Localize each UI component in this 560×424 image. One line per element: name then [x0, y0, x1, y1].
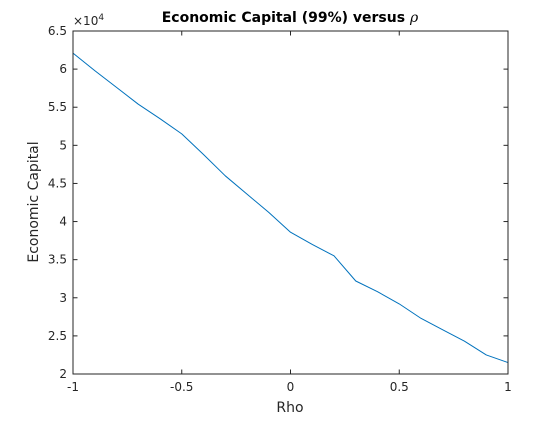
- x-axis-ticks: -1 -0.5 0 0.5 1: [67, 31, 512, 394]
- chart-title: Economic Capital (99%) versus ρ: [162, 10, 419, 26]
- y-axis-label: Economic Capital: [26, 141, 42, 262]
- plot-area: [73, 31, 508, 374]
- y-tick-label: 3.5: [48, 253, 67, 267]
- x-tick-label: 1: [504, 380, 512, 394]
- x-axis-label: Rho: [276, 400, 303, 416]
- y-exponent-base: ×10: [73, 14, 98, 28]
- y-tick-label: 5.5: [48, 100, 67, 114]
- y-tick-label: 5: [59, 138, 67, 152]
- chart-title-text: Economic Capital (99%) versus: [162, 10, 405, 26]
- x-tick-label: 0: [287, 380, 295, 394]
- x-tick-label: 0.5: [390, 380, 409, 394]
- y-axis-exponent: ×104: [73, 13, 104, 28]
- y-tick-label: 2: [59, 367, 67, 381]
- chart-title-rho-symbol: ρ: [409, 10, 419, 26]
- x-tick-label: -1: [67, 380, 79, 394]
- series-layer: [72, 52, 509, 364]
- series-line: [72, 52, 509, 364]
- y-tick-label: 2.5: [48, 329, 67, 343]
- y-tick-label: 6.5: [48, 24, 67, 38]
- y-exponent-power: 4: [98, 13, 104, 23]
- y-tick-label: 4: [59, 215, 67, 229]
- y-tick-label: 3: [59, 291, 67, 305]
- y-axis-ticks: 2 2.5 3 3.5 4 4.5 5 5.5 6 6.5: [48, 24, 508, 381]
- y-tick-label: 4.5: [48, 176, 67, 190]
- x-tick-label: -0.5: [170, 380, 193, 394]
- y-tick-label: 6: [59, 62, 67, 76]
